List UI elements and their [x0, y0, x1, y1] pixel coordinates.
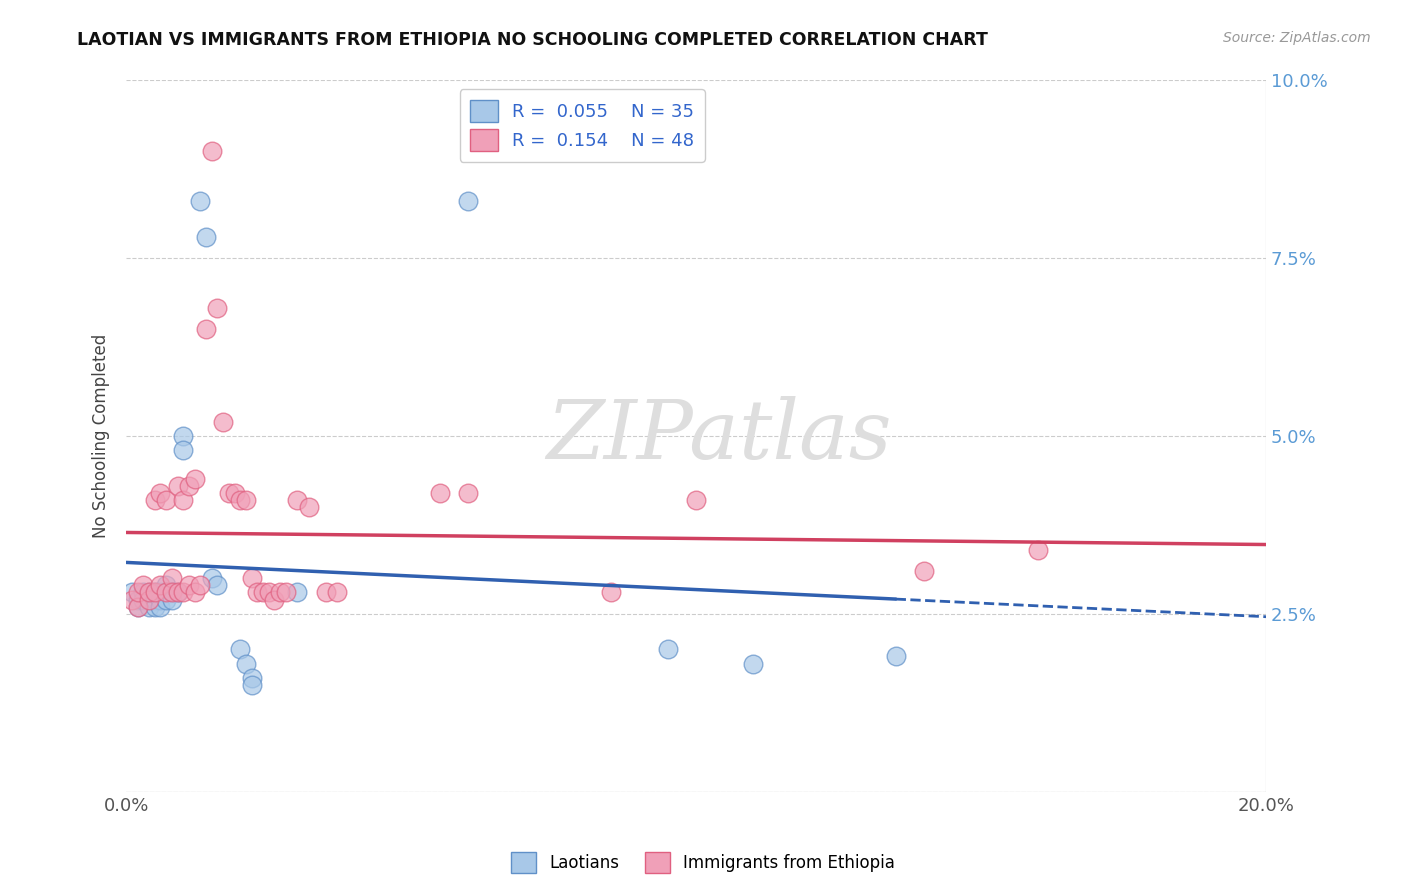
Point — [143, 585, 166, 599]
Point — [252, 585, 274, 599]
Point — [138, 585, 160, 599]
Point — [160, 585, 183, 599]
Point — [457, 485, 479, 500]
Point — [143, 592, 166, 607]
Point — [143, 599, 166, 614]
Point — [149, 578, 172, 592]
Point — [742, 657, 765, 671]
Point — [235, 492, 257, 507]
Point — [121, 585, 143, 599]
Point — [160, 592, 183, 607]
Point — [685, 492, 707, 507]
Point — [132, 585, 155, 599]
Point — [257, 585, 280, 599]
Point — [138, 585, 160, 599]
Point — [315, 585, 337, 599]
Point — [127, 592, 149, 607]
Point — [172, 429, 194, 443]
Point — [155, 592, 177, 607]
Point — [224, 485, 246, 500]
Point — [132, 592, 155, 607]
Point — [457, 194, 479, 208]
Text: ZIPatlas: ZIPatlas — [547, 396, 891, 475]
Point — [229, 492, 252, 507]
Point — [246, 585, 269, 599]
Point — [235, 657, 257, 671]
Point — [149, 592, 172, 607]
Point — [155, 585, 177, 599]
Point — [240, 571, 263, 585]
Point — [166, 478, 188, 492]
Point — [155, 585, 177, 599]
Point — [143, 492, 166, 507]
Point — [149, 485, 172, 500]
Point — [166, 585, 188, 599]
Point — [263, 592, 285, 607]
Text: Source: ZipAtlas.com: Source: ZipAtlas.com — [1223, 31, 1371, 45]
Point — [183, 471, 205, 485]
Point — [212, 415, 235, 429]
Point — [207, 578, 229, 592]
Y-axis label: No Schooling Completed: No Schooling Completed — [93, 334, 110, 538]
Point — [195, 229, 218, 244]
Point — [127, 585, 149, 599]
Point — [177, 478, 200, 492]
Point — [183, 585, 205, 599]
Point — [285, 585, 308, 599]
Point — [172, 443, 194, 458]
Point — [201, 571, 224, 585]
Legend: Laotians, Immigrants from Ethiopia: Laotians, Immigrants from Ethiopia — [505, 846, 901, 880]
Point — [240, 678, 263, 692]
Legend: R =  0.055    N = 35, R =  0.154    N = 48: R = 0.055 N = 35, R = 0.154 N = 48 — [460, 89, 704, 162]
Point — [138, 592, 160, 607]
Point — [138, 592, 160, 607]
Point — [160, 571, 183, 585]
Point — [177, 578, 200, 592]
Point — [240, 671, 263, 685]
Point — [190, 578, 212, 592]
Point — [429, 485, 451, 500]
Point — [218, 485, 240, 500]
Point — [143, 585, 166, 599]
Point — [121, 592, 143, 607]
Point — [172, 492, 194, 507]
Text: LAOTIAN VS IMMIGRANTS FROM ETHIOPIA NO SCHOOLING COMPLETED CORRELATION CHART: LAOTIAN VS IMMIGRANTS FROM ETHIOPIA NO S… — [77, 31, 988, 49]
Point — [195, 322, 218, 336]
Point — [207, 301, 229, 315]
Point — [149, 599, 172, 614]
Point — [657, 642, 679, 657]
Point — [155, 492, 177, 507]
Point — [298, 500, 321, 514]
Point — [172, 585, 194, 599]
Point — [166, 585, 188, 599]
Point — [138, 599, 160, 614]
Point — [599, 585, 621, 599]
Point — [229, 642, 252, 657]
Point — [884, 649, 907, 664]
Point — [326, 585, 349, 599]
Point — [132, 578, 155, 592]
Point — [160, 585, 183, 599]
Point — [274, 585, 297, 599]
Point — [149, 585, 172, 599]
Point — [269, 585, 291, 599]
Point — [127, 599, 149, 614]
Point — [127, 599, 149, 614]
Point — [1026, 542, 1049, 557]
Point — [190, 194, 212, 208]
Point — [285, 492, 308, 507]
Point — [912, 564, 935, 578]
Point — [155, 578, 177, 592]
Point — [201, 144, 224, 158]
